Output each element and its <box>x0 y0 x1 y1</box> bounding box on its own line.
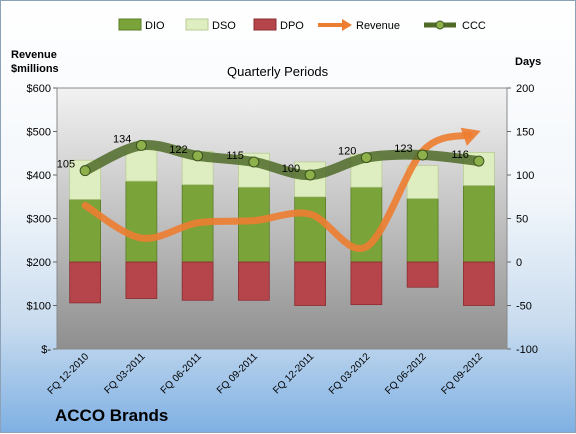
left-tick-label: $500 <box>27 127 51 139</box>
right-tick-label: 0 <box>516 257 522 269</box>
ccc-point <box>304 169 316 181</box>
legend-label-revenue: Revenue <box>356 20 400 32</box>
right-tick-label: 200 <box>516 83 534 95</box>
ccc-data-label: 100 <box>282 163 300 175</box>
left-tick-label: $300 <box>27 214 51 226</box>
legend-arrowhead-revenue <box>342 19 352 31</box>
right-tick-label: -50 <box>516 301 532 313</box>
dpo-bar <box>463 261 495 306</box>
legend-swatch-dio <box>118 18 142 31</box>
revenue-line <box>81 131 473 253</box>
ccc-point <box>473 155 485 167</box>
ccc-point <box>135 139 147 151</box>
category-label: FQ 03-2011 <box>103 351 148 396</box>
right-tick-label: -100 <box>516 344 538 356</box>
dpo-bar <box>181 261 214 301</box>
legend-marker-ccc <box>435 20 445 30</box>
dio-bar <box>406 198 439 263</box>
company-name: ACCO Brands <box>55 406 169 425</box>
ccc-point <box>192 150 204 162</box>
ccc-data-label: 120 <box>338 146 356 158</box>
ccc-point <box>360 152 372 164</box>
legend-swatch-dpo <box>253 18 277 31</box>
left-tick-label: $400 <box>27 170 51 182</box>
category-label: FQ 09-2012 <box>439 351 485 397</box>
category-label: FQ 12-2010 <box>46 351 92 397</box>
ccc-point <box>417 149 429 161</box>
category-label: FQ 06-2011 <box>159 351 204 396</box>
legend-label-dpo: DPO <box>280 20 304 32</box>
ccc-data-label: 134 <box>113 133 131 145</box>
dpo-bar <box>406 261 439 288</box>
right-axis-title: Days <box>515 56 542 68</box>
left-axis-title: Revenue $millions <box>11 48 59 76</box>
legend-label-dso: DSO <box>212 20 236 32</box>
left-axis-title-line2: $millions <box>11 63 59 75</box>
ccc-data-label: 115 <box>226 150 244 162</box>
ccc-data-label: 123 <box>394 143 412 155</box>
category-label: FQ 03-2012 <box>327 351 373 397</box>
left-tick-label: $200 <box>27 257 51 269</box>
dpo-bar <box>125 261 158 299</box>
legend-label-ccc: CCC <box>462 20 486 32</box>
revenue-arrowhead <box>460 127 481 146</box>
right-tick-label: 50 <box>516 214 528 226</box>
ccc-data-label: 105 <box>57 159 75 171</box>
category-label: FQ 06-2012 <box>383 351 429 397</box>
dpo-bar <box>69 261 101 304</box>
ccc-point <box>248 156 260 168</box>
ccc-point <box>79 165 91 177</box>
right-tick-label: 100 <box>516 170 534 182</box>
left-tick-label: $- <box>41 344 51 356</box>
category-label: FQ 09-2011 <box>215 351 260 396</box>
dio-bar <box>463 185 495 263</box>
ccc-data-label: 116 <box>451 149 469 161</box>
legend-label-dio: DIO <box>145 20 165 32</box>
dpo-bar <box>294 261 326 306</box>
legend-swatch-dso <box>185 18 209 31</box>
dpo-bar <box>238 261 270 301</box>
ccc-data-label: 122 <box>169 144 187 156</box>
dpo-bar <box>350 261 383 306</box>
right-tick-label: 150 <box>516 127 534 139</box>
category-label: FQ 12-2011 <box>271 351 316 396</box>
chart-subtitle: Quarterly Periods <box>227 64 329 79</box>
left-tick-label: $100 <box>27 301 51 313</box>
dio-bar <box>294 196 326 263</box>
left-axis-title-line1: Revenue <box>11 49 57 61</box>
dio-bar <box>125 180 158 263</box>
left-tick-label: $600 <box>27 83 51 95</box>
